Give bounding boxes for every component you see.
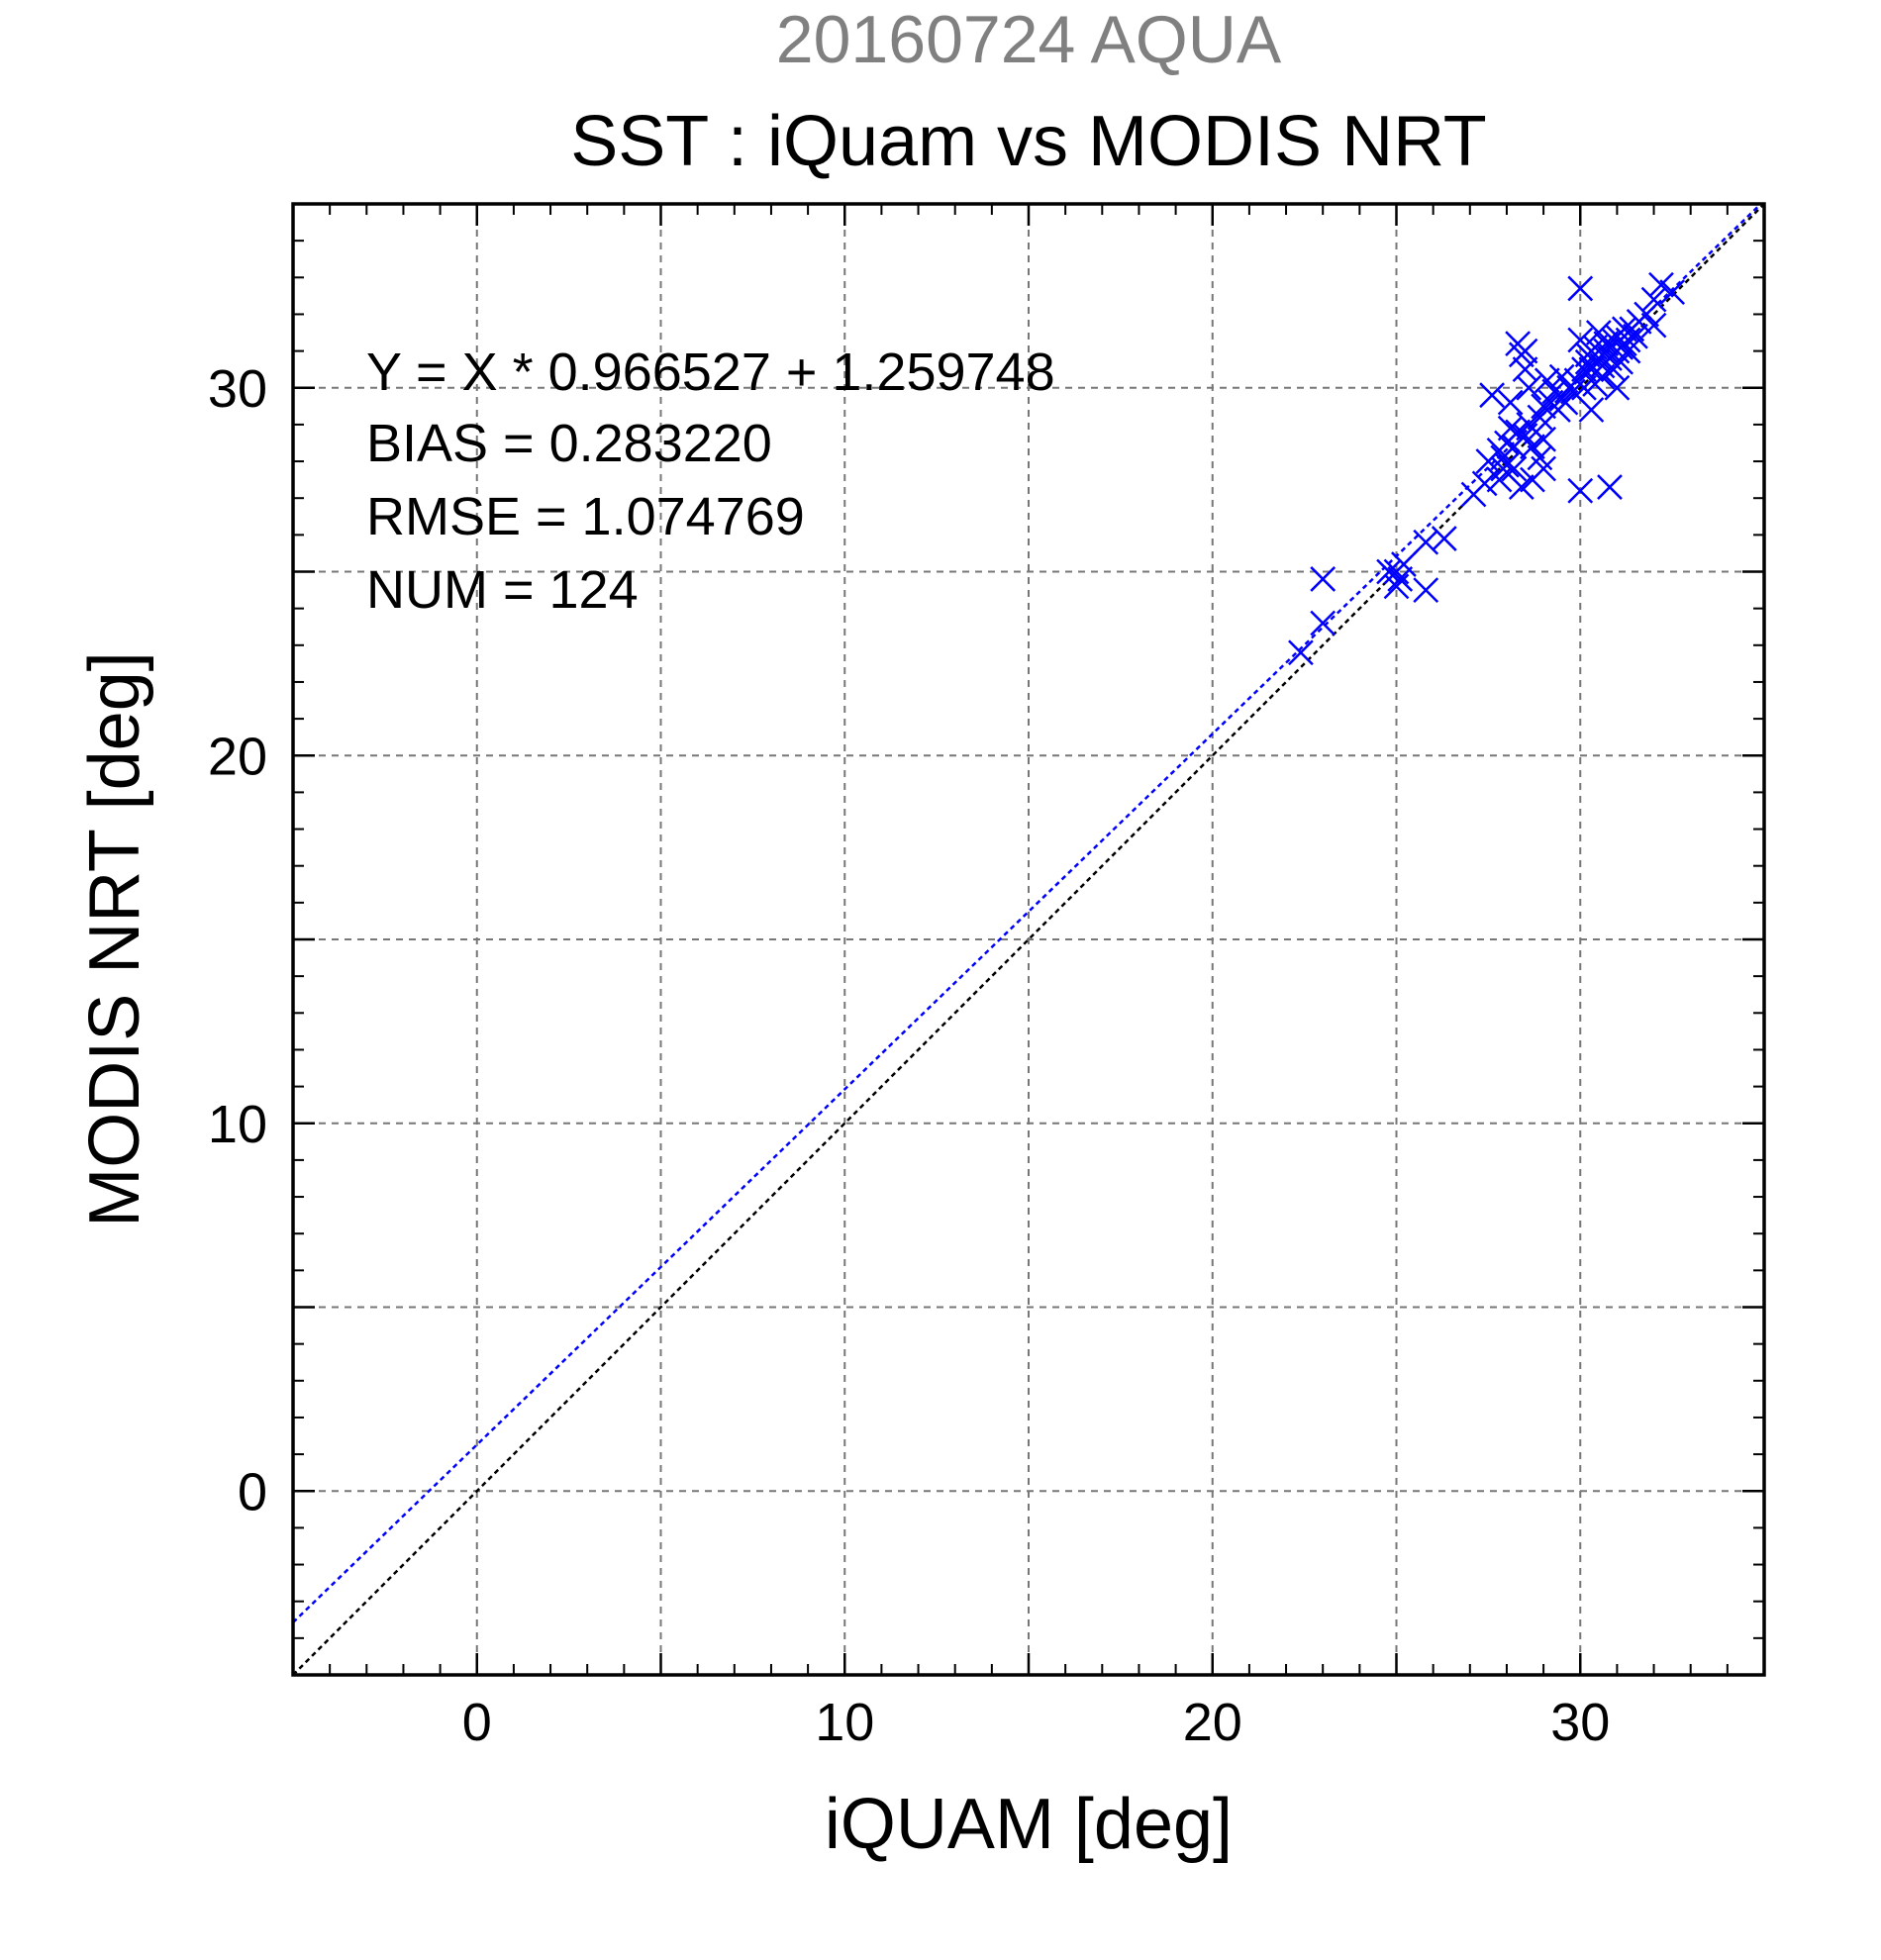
stats-rmse: RMSE = 1.074769 (366, 487, 805, 546)
major-ticks (293, 204, 1764, 1675)
y-tick-label: 30 (208, 359, 267, 419)
data-point (1512, 356, 1538, 383)
grid (293, 204, 1764, 1675)
data-point (1593, 338, 1620, 364)
y-axis-label: MODIS NRT [deg] (75, 651, 154, 1227)
data-point (1578, 397, 1605, 423)
data-point (1548, 363, 1575, 390)
fit-line (292, 203, 1762, 1623)
tick-labels: 0 10 20 30 0 10 20 30 (208, 359, 1610, 1752)
x-tick-label: 0 (462, 1693, 492, 1752)
x-tick-label: 20 (1183, 1693, 1242, 1752)
data-point (1593, 331, 1620, 357)
data-point (1387, 566, 1414, 592)
y-tick-label: 0 (238, 1462, 267, 1521)
data-point (1634, 301, 1660, 328)
data-point (1615, 338, 1641, 364)
data-point (1479, 382, 1505, 409)
data-point (1552, 389, 1579, 416)
data-point (1494, 451, 1520, 478)
chart-subtitle: 20160724 AQUA (776, 2, 1282, 77)
data-point (1310, 610, 1336, 637)
data-point (1659, 279, 1686, 306)
data-point (1508, 474, 1534, 500)
stats-num: NUM = 124 (366, 560, 639, 620)
data-point (1589, 363, 1616, 390)
data-point (1471, 470, 1498, 497)
data-point (1520, 434, 1545, 460)
reference-lines (292, 203, 1765, 1676)
data-point (1383, 573, 1410, 600)
data-point (1567, 477, 1594, 504)
data-point (1640, 286, 1667, 313)
data-point (1597, 474, 1623, 500)
stats-fit-equation: Y = X * 0.966527 + 1.259748 (366, 343, 1055, 402)
data-point (1531, 455, 1556, 482)
data-point (1534, 367, 1560, 394)
y-tick-label: 10 (208, 1095, 267, 1154)
data-point (1512, 338, 1538, 364)
plot-frame (291, 202, 1766, 1677)
data-point (1413, 529, 1439, 555)
data-point (1567, 275, 1594, 302)
data-point (1623, 323, 1648, 349)
data-point (1640, 312, 1667, 339)
x-axis-label: iQUAM [deg] (825, 1785, 1233, 1864)
data-points (1288, 271, 1686, 666)
x-tick-label: 10 (815, 1693, 874, 1752)
data-point (1648, 271, 1674, 298)
data-point (1391, 551, 1417, 577)
data-point (1310, 566, 1336, 592)
data-point (1497, 389, 1524, 416)
stats-bias: BIAS = 0.283220 (366, 414, 772, 473)
data-point (1516, 374, 1542, 401)
y-tick-label: 20 (208, 727, 267, 786)
x-tick-label: 30 (1550, 1693, 1610, 1752)
chart-title: SST : iQuam vs MODIS NRT (570, 102, 1487, 181)
data-point (1501, 455, 1528, 482)
data-point (1431, 526, 1457, 551)
data-point (1531, 426, 1556, 452)
data-point (1288, 639, 1314, 666)
data-point (1604, 374, 1631, 401)
data-point (1413, 577, 1439, 603)
data-point (1531, 393, 1556, 420)
data-point (1376, 558, 1402, 585)
